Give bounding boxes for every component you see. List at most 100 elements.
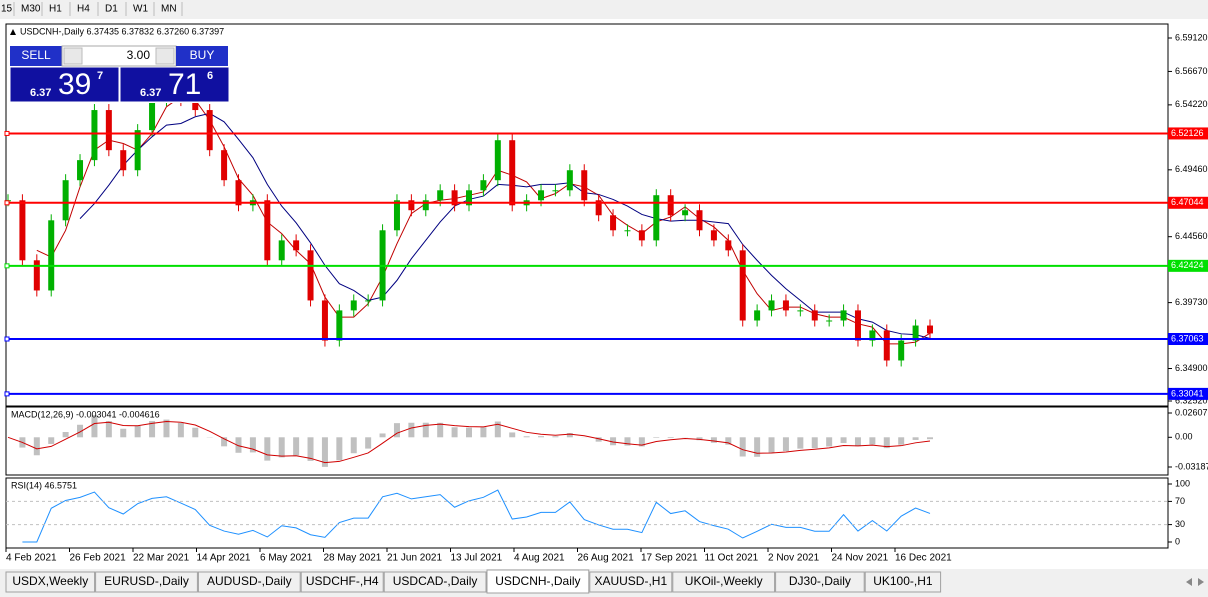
- candle: [408, 200, 415, 211]
- macd-histogram: [91, 415, 98, 438]
- candle: [192, 100, 199, 111]
- timeframe-button[interactable]: D1: [105, 4, 118, 15]
- chart-tab-label: USDCHF-,H4: [306, 574, 379, 588]
- x-tick-label: 28 May 2021: [324, 553, 382, 564]
- chart-tab[interactable]: [197, 571, 301, 593]
- candle: [826, 320, 833, 322]
- tab-scroll-right[interactable]: [1198, 578, 1204, 586]
- level-label: 6.37063: [1171, 333, 1204, 343]
- candle: [19, 200, 26, 261]
- macd-histogram: [62, 432, 69, 438]
- level-marker: [4, 263, 10, 269]
- timeframe-button[interactable]: M30: [21, 4, 41, 15]
- candle: [149, 100, 156, 131]
- sell-label: SELL: [21, 48, 51, 62]
- level-label: 6.33041: [1171, 388, 1204, 398]
- y-tick-label: 100: [1175, 478, 1190, 488]
- rsi-header: RSI(14) 46.5751: [11, 480, 77, 490]
- candle: [797, 310, 804, 312]
- sell-price-sup: 7: [97, 70, 103, 82]
- timeframe-button[interactable]: 15: [1, 4, 13, 15]
- timeframe-button[interactable]: H4: [77, 4, 90, 15]
- lot-down[interactable]: [63, 47, 83, 65]
- x-tick-label: 6 May 2021: [260, 553, 313, 564]
- macd-histogram: [293, 437, 300, 456]
- candle: [595, 200, 602, 216]
- level-label: 6.52126: [1171, 128, 1204, 138]
- candle: [869, 330, 876, 341]
- y-tick-label: 30: [1175, 519, 1185, 529]
- level-label-bg: [1168, 387, 1208, 400]
- sell-price-prefix: 6.37: [30, 87, 51, 99]
- macd-signal: [7, 421, 931, 464]
- candle: [725, 240, 732, 251]
- macd-histogram: [725, 437, 732, 445]
- y-tick-label: 0.02607: [1175, 407, 1208, 417]
- macd-histogram: [451, 427, 458, 438]
- timeframe-button[interactable]: W1: [133, 4, 148, 15]
- macd-histogram: [566, 432, 573, 438]
- macd-histogram: [33, 437, 40, 456]
- macd-histogram: [221, 437, 228, 447]
- candle: [840, 310, 847, 321]
- macd-histogram: [869, 437, 876, 445]
- chart-tab[interactable]: [775, 571, 865, 593]
- macd-histogram: [638, 437, 645, 447]
- timeframe-button[interactable]: MN: [161, 4, 177, 15]
- macd-histogram: [782, 437, 789, 452]
- buy-price-sup: 6: [207, 70, 213, 82]
- macd-histogram: [278, 437, 285, 458]
- y-tick-label: 6.34900: [1175, 363, 1208, 373]
- y-tick-label: -0.03187: [1175, 461, 1208, 471]
- buy-button[interactable]: [176, 46, 228, 66]
- chart-tab[interactable]: [300, 571, 384, 593]
- candle: [77, 160, 84, 181]
- chart-tab[interactable]: [383, 571, 487, 593]
- macd-histogram: [480, 427, 487, 438]
- macd-histogram: [883, 437, 890, 449]
- lot-up[interactable]: [155, 47, 175, 65]
- candle: [696, 210, 703, 231]
- candle: [782, 300, 789, 311]
- level-label-bg: [1168, 259, 1208, 272]
- candle: [321, 300, 328, 341]
- level-label: 6.42424: [1171, 260, 1204, 270]
- level-marker: [4, 336, 10, 342]
- macd-histogram: [408, 422, 415, 438]
- chart-tab[interactable]: [486, 569, 590, 594]
- candle: [33, 260, 40, 291]
- macd-histogram: [264, 437, 271, 461]
- y-tick-label: 6.56670: [1175, 66, 1208, 76]
- chart-tab[interactable]: [672, 571, 776, 593]
- macd-histogram: [494, 421, 501, 438]
- macd-header: MACD(12,26,9) -0.003041 -0.004616: [11, 409, 160, 419]
- candle: [350, 300, 357, 311]
- candle: [293, 240, 300, 251]
- timeframe-button[interactable]: H1: [49, 4, 62, 15]
- macd-histogram: [163, 419, 170, 438]
- sell-button[interactable]: [10, 46, 62, 66]
- chart-tab[interactable]: [864, 571, 942, 593]
- chart-tab-label: XAUUSD-,H1: [594, 574, 667, 588]
- chart-tab[interactable]: [5, 571, 96, 593]
- x-tick-label: 4 Feb 2021: [6, 553, 57, 564]
- y-tick-label: 70: [1175, 496, 1185, 506]
- macd-histogram: [149, 421, 156, 438]
- macd-histogram: [307, 437, 314, 461]
- macd-histogram: [509, 432, 516, 438]
- candle: [48, 220, 55, 291]
- level-marker: [4, 391, 10, 397]
- y-tick-label: 6.59120: [1175, 32, 1208, 42]
- sell-price-box[interactable]: [9, 66, 120, 103]
- tab-scroll-left[interactable]: [1186, 578, 1192, 586]
- chart-tab[interactable]: [589, 571, 673, 593]
- macd-histogram: [249, 437, 256, 453]
- macd-histogram: [48, 437, 55, 444]
- chart-tab[interactable]: [95, 571, 198, 593]
- buy-price-box[interactable]: [119, 66, 230, 103]
- chart-tab-label: UKOil-,Weekly: [685, 574, 763, 588]
- candle: [221, 150, 228, 181]
- candle: [336, 310, 343, 341]
